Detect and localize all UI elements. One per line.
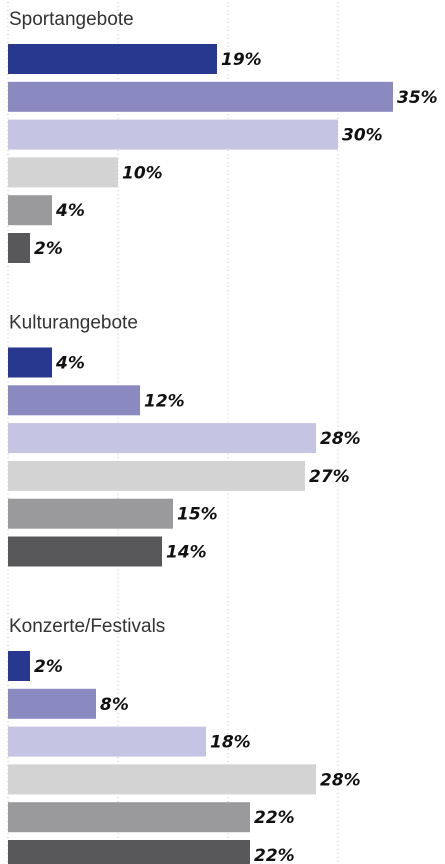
value-label: 15% [177, 505, 218, 525]
bar [8, 802, 250, 833]
bar [8, 44, 217, 74]
bar [8, 498, 173, 529]
bar [8, 536, 162, 567]
bar [8, 385, 140, 416]
value-label: 28% [320, 770, 361, 790]
value-label: 4% [55, 201, 85, 221]
bar [8, 840, 250, 864]
value-label: 35% [397, 88, 438, 108]
value-label: 10% [122, 163, 163, 183]
value-label: 27% [309, 467, 350, 487]
value-label: 2% [34, 239, 63, 259]
value-label: 22% [254, 808, 295, 828]
value-label: 12% [144, 391, 185, 411]
group-title: Konzerte/Festivals [9, 616, 165, 637]
value-label: 22% [254, 846, 295, 864]
value-label: 8% [100, 695, 129, 715]
value-label: 4% [55, 354, 85, 374]
value-label: 18% [210, 733, 251, 753]
bar [8, 651, 30, 681]
group-title: Kulturangebote [9, 313, 138, 334]
bar [8, 157, 118, 188]
value-label: 30% [342, 126, 383, 146]
bar [8, 460, 305, 491]
bar [8, 347, 52, 378]
bar [8, 233, 30, 263]
value-label: 19% [221, 50, 262, 70]
bar [8, 81, 393, 112]
group-title: Sportangebote [9, 9, 134, 30]
value-label: 14% [166, 543, 207, 563]
bar [8, 119, 338, 150]
value-label: 2% [34, 657, 63, 677]
bar [8, 726, 206, 757]
bar [8, 688, 96, 719]
bar [8, 195, 52, 226]
bar [8, 764, 316, 795]
value-label: 28% [320, 429, 361, 449]
bar [8, 423, 316, 454]
